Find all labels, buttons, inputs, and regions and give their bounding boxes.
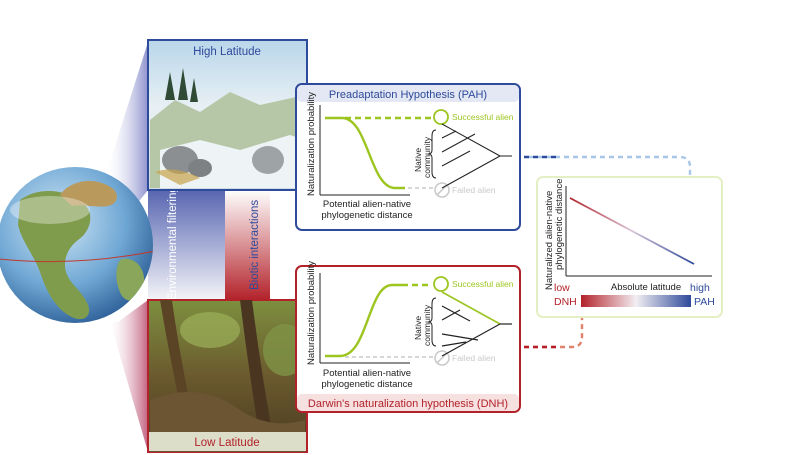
biotic-interactions-label: Biotic interactions <box>249 200 261 290</box>
pah-failed-alien-icon <box>434 182 450 198</box>
pah-community-brace <box>427 129 437 179</box>
pah-successful-label: Successful alien <box>452 112 514 122</box>
dnh-community-line2: community <box>422 304 432 346</box>
biotic-interactions-bar: Biotic interactions <box>225 190 270 300</box>
dnh-pah-scale-bar <box>581 295 691 307</box>
pah-panel: Preadaptation Hypothesis (PAH) Naturaliz… <box>295 83 521 231</box>
pah-ylabel: Naturalization probability <box>306 92 317 196</box>
low-latitude-panel: Low Latitude <box>147 299 308 453</box>
pah-xlabel-line1: Potential alien-native <box>323 199 411 210</box>
globe-icon <box>0 167 153 323</box>
dnh-panel: Darwin's naturalization hypothesis (DNH)… <box>295 261 521 413</box>
summary-panel: Naturalized alien-native phylogenetic di… <box>536 176 723 318</box>
dnh-community-brace <box>427 297 437 347</box>
dnh-successful-label: Successful alien <box>452 279 514 289</box>
environmental-filtering-bar: Environmental filtering <box>148 160 225 300</box>
dnh-failed-alien-icon <box>434 350 450 366</box>
dnh-community-line1: Native <box>413 316 423 340</box>
dnh-xlabel-line2: phylogenetic distance <box>321 379 412 390</box>
dnh-phylogeny-tree <box>441 291 512 357</box>
high-latitude-fan <box>108 42 148 210</box>
dnh-ylabel: Naturalization probability <box>306 261 317 365</box>
summary-trend-line <box>569 197 695 265</box>
scale-dnh-label: DNH <box>554 296 577 308</box>
dnh-successful-alien-icon <box>433 276 449 292</box>
dnh-connector <box>524 225 584 349</box>
dnh-curve <box>325 283 402 358</box>
dnh-failed-label: Failed alien <box>452 353 496 363</box>
pah-successful-alien-icon <box>433 109 449 125</box>
high-latitude-panel: High Latitude <box>147 39 308 191</box>
pah-failed-label: Failed alien <box>452 185 496 195</box>
dnh-title: Darwin's naturalization hypothesis (DNH) <box>308 398 508 410</box>
summary-low-label: low <box>554 282 570 294</box>
low-latitude-fan <box>110 300 148 452</box>
pah-community-line1: Native <box>413 148 423 172</box>
pah-community-line2: community <box>422 136 432 178</box>
pah-xlabel-line2: phylogenetic distance <box>321 210 412 221</box>
summary-high-label: high <box>690 282 710 294</box>
scale-pah-label: PAH <box>694 296 715 308</box>
pah-title: Preadaptation Hypothesis (PAH) <box>329 89 487 101</box>
summary-ylabel-line2: phylogenetic distance <box>554 179 565 270</box>
summary-ylabel-line1: Naturalized alien-native <box>544 191 555 290</box>
environmental-filtering-label: Environmental filtering <box>167 186 179 300</box>
pah-phylogeny-tree <box>441 123 512 189</box>
high-latitude-title: High Latitude <box>193 46 261 58</box>
dnh-xlabel-line1: Potential alien-native <box>323 368 411 379</box>
summary-xlabel: Absolute latitude <box>611 282 681 293</box>
low-latitude-title: Low Latitude <box>194 437 259 449</box>
